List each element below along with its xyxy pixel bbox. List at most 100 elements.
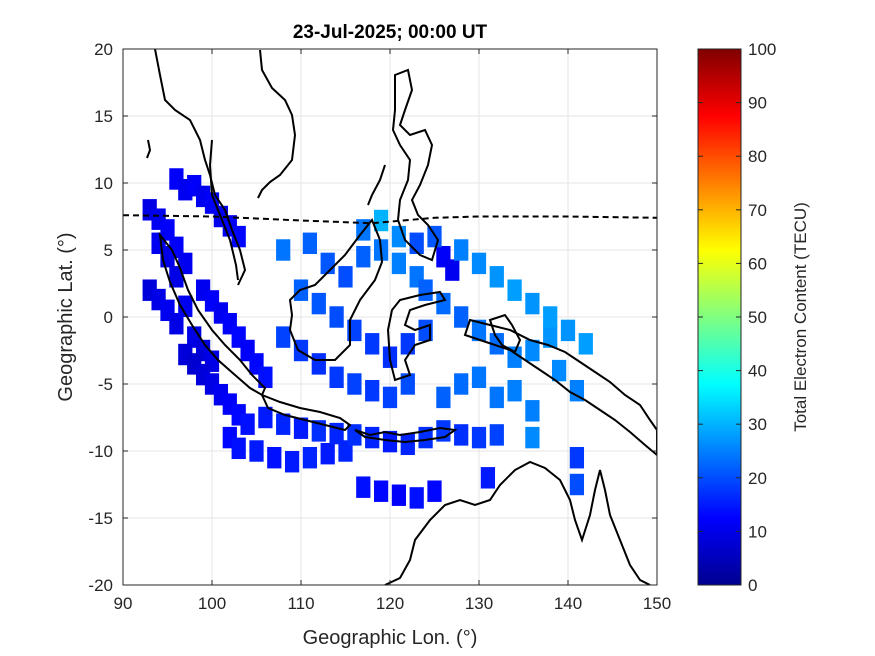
tec-cell	[258, 366, 273, 389]
coastline-java	[260, 393, 352, 432]
tec-cell	[551, 359, 567, 382]
tec-cell	[356, 476, 371, 498]
y-tick-label: -10	[88, 442, 113, 461]
colorbar-tick-label: 20	[748, 469, 767, 488]
tec-cell	[240, 413, 255, 435]
tec-cell	[382, 386, 398, 409]
tec-cell	[569, 379, 585, 402]
tec-cell	[293, 339, 309, 362]
colorbar	[697, 48, 742, 586]
tec-cell	[169, 266, 184, 288]
tec-cell	[489, 386, 504, 409]
y-tick-label: -15	[88, 509, 113, 528]
y-axis-label: Geographic Lat. (°)	[55, 232, 77, 401]
tec-cell	[391, 484, 407, 506]
tec-cell	[311, 353, 326, 375]
y-tick-label: 10	[94, 174, 113, 193]
x-tick-label: 90	[114, 594, 133, 613]
tec-cell	[436, 386, 451, 409]
coastline-sulawesi	[386, 290, 447, 382]
tec-cell	[427, 480, 442, 502]
coastline-small-island	[146, 139, 152, 159]
tec-cell	[525, 339, 540, 362]
colorbar-tick-label: 30	[748, 415, 767, 434]
colorbar-tick-label: 40	[748, 362, 767, 381]
tec-cell	[525, 292, 540, 315]
tec-cell	[311, 292, 326, 315]
tec-cell	[231, 225, 246, 248]
tec-cell	[347, 373, 362, 395]
coastline-malay-peninsula	[208, 139, 239, 281]
colorbar-tick-label: 70	[748, 201, 767, 220]
tec-cell	[400, 333, 415, 355]
tec-cell	[178, 295, 193, 317]
coastline-philippines	[391, 68, 440, 262]
tec-cell	[454, 424, 469, 446]
tec-cell	[525, 426, 540, 449]
tec-cell	[543, 326, 558, 348]
x-tick-label: 110	[287, 594, 314, 613]
tec-cell	[391, 252, 407, 275]
y-tick-label: 15	[94, 107, 113, 126]
tec-cell	[293, 417, 309, 439]
tec-cell	[365, 333, 380, 355]
tec-cell	[169, 312, 184, 335]
colorbar-label: Total Electron Content (TECU)	[791, 202, 810, 432]
coastline-mainland-sea	[154, 49, 247, 286]
tec-cell	[578, 333, 593, 355]
tec-cell	[373, 209, 389, 232]
tec-cell	[320, 442, 335, 465]
tec-cell	[284, 451, 300, 473]
tec-cell	[276, 239, 291, 261]
tec-cell	[382, 430, 398, 453]
tec-cell	[507, 379, 522, 402]
tec-cell	[409, 487, 424, 509]
y-tick-label: 20	[94, 40, 113, 59]
magnetic-equator-line	[123, 214, 657, 225]
tec-cell	[347, 424, 362, 446]
tec-cell	[400, 373, 415, 395]
coastline-sumatra	[158, 231, 267, 397]
tec-cell	[471, 426, 487, 449]
tec-cell	[249, 440, 264, 462]
x-tick-label: 140	[554, 594, 582, 613]
tec-cell	[489, 266, 504, 288]
tec-cell	[231, 437, 246, 460]
y-tick-label: 0	[104, 308, 113, 327]
tec-cell	[329, 366, 344, 389]
coastline-gulf-thailand	[257, 49, 297, 199]
colorbar-tick-label: 10	[748, 522, 767, 541]
tec-cell	[471, 319, 487, 342]
tec-cell	[471, 252, 487, 275]
tec-cell	[454, 306, 469, 328]
tec-cell	[427, 225, 442, 248]
tec-cell	[356, 245, 371, 268]
colorbar-tick-label: 100	[748, 40, 776, 59]
x-tick-label: 120	[376, 594, 404, 613]
colorbar-tick-label: 60	[748, 254, 767, 273]
tec-cell	[373, 480, 389, 502]
tec-cell	[276, 326, 291, 348]
tec-cell	[543, 306, 558, 328]
x-tick-label: 130	[465, 594, 493, 613]
tec-cell	[445, 259, 460, 281]
colorbar-tick-label: 80	[748, 147, 767, 166]
x-axis-label: Geographic Lon. (°)	[303, 627, 478, 649]
tec-cell	[569, 473, 585, 496]
x-axis-ticks: 90 100 110 120 130 140 150	[114, 49, 671, 613]
x-tick-label: 100	[198, 594, 226, 613]
tec-cell	[329, 306, 344, 328]
coastline-borneo	[288, 218, 384, 361]
coastline-new-guinea	[463, 318, 657, 457]
tec-cell	[454, 239, 469, 261]
tec-cell	[507, 279, 522, 301]
coastlines	[146, 49, 657, 585]
tec-cells	[142, 168, 593, 509]
x-tick-label: 150	[643, 594, 671, 613]
chart-title: 23-Jul-2025; 00:00 UT	[293, 22, 488, 43]
y-tick-label: -5	[98, 375, 113, 394]
coastline-taiwan	[367, 164, 386, 206]
tec-cell	[365, 379, 380, 402]
tec-cell	[436, 292, 451, 315]
